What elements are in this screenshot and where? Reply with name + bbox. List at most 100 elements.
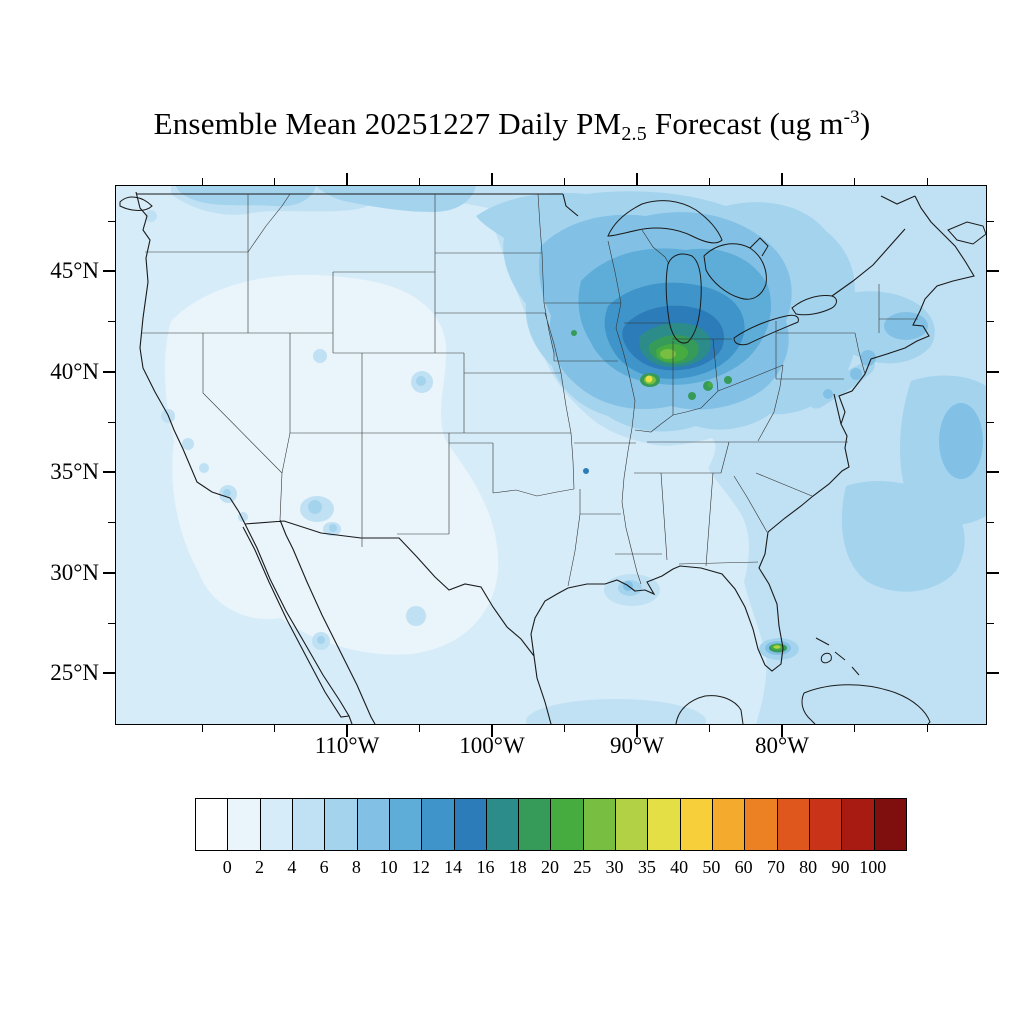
contour-speck-level-20 [707,382,713,388]
lon-minor-tick-top [854,178,855,185]
geo-outlines [119,191,986,724]
lon-minor-tick-top [419,178,420,185]
colorbar-cell [777,799,810,850]
map-plot-area [115,185,987,725]
lon-minor-tick-top [274,178,275,185]
colorbar-cell [325,799,358,850]
lat-axis-label: 35°N [50,459,99,484]
title-prefix: Ensemble Mean 20251227 Daily PM [153,106,622,141]
lon-axis-label: 90°W [610,733,664,758]
lat-tick-right [986,572,999,574]
contour-peak-illinois-yellow [645,375,653,383]
islands-path [119,196,986,724]
colorbar-cell [292,799,326,850]
lon-tick-top [636,173,638,185]
lat-minor-tick-left [108,220,115,222]
colorbar-cell [680,799,713,850]
state-borders-path [142,193,918,587]
lon-minor-tick-bottom [709,724,710,732]
colorbar-cell [713,799,746,850]
lon-minor-tick-bottom [419,724,420,732]
contour-spot-bigbend [406,606,426,626]
colorbar-cell [422,799,455,850]
colorbar-tick-label: 10 [379,857,398,877]
contour-core-level-25 [660,349,676,359]
contour-region-level-6-washington [176,186,316,207]
colorbar-tick-label: 20 [541,857,559,877]
colorbar-tick-label: 6 [319,857,329,877]
lon-tick-bottom [491,724,493,737]
lat-minor-tick-left [108,421,115,423]
contour-spot-philly [850,368,862,380]
colorbar-cell [389,799,423,850]
lat-minor-tick-left [108,622,115,624]
lat-minor-tick-right [986,220,994,222]
title-middle: Forecast (ug m [646,106,844,141]
contour-speck-wisconsin [571,330,577,336]
contour-peak-florida-yellow [773,645,781,649]
lon-axis-label: 80°W [755,733,809,758]
contour-region-level-6-montana [316,186,476,212]
lat-tick-left [103,270,115,272]
colorbar-cell [551,799,584,850]
map-canvas [116,186,986,724]
colorbar-tick-label: 14 [444,857,463,877]
lat-axis-label: 25°N [50,660,99,685]
lon-minor-tick-bottom [854,724,855,732]
lat-tick-left [103,572,115,574]
colorbar-tick-label: 4 [287,857,297,877]
colorbar-cell [809,799,843,850]
colorbar-tick-label: 40 [670,857,689,877]
contour-region-level-8-atlantic [939,403,983,479]
colorbar-tick-label: 0 [222,857,232,877]
colorbar-cell [454,799,487,850]
lon-minor-tick-bottom [201,724,203,732]
lon-tick-top [491,173,493,185]
colorbar-cell [196,799,229,850]
colorbar-tick-label: 60 [734,857,753,877]
lat-axis-label: 40°N [50,359,99,384]
colorbar-tick-label: 50 [702,857,721,877]
lat-minor-tick-right [986,622,994,624]
lat-tick-left [103,371,115,373]
colorbar-tick-label: 30 [605,857,624,877]
colorbar-cell [357,799,390,850]
colorbar-cell [519,799,552,850]
colorbar-cell [648,799,681,850]
lat-minor-tick-right [986,522,994,523]
lon-axis-label: 110°W [314,733,380,758]
great-lakes-path [607,200,837,346]
lon-minor-tick-top [926,178,928,185]
contour-region-level-6-atlantic-se [841,481,965,592]
colorbar-cell [260,799,293,850]
contour-spot-seattle [145,210,157,222]
lat-minor-tick-right [986,421,994,423]
colorbar-tick-label: 2 [255,857,265,877]
colorbar-tick-label: 70 [766,857,785,877]
colorbar-cell [616,799,649,850]
colorbar-tick-label: 35 [637,857,656,877]
lat-tick-left [103,672,115,674]
title-suffix: ) [859,106,871,141]
lon-minor-tick-bottom [926,724,928,732]
contour-speck-illinois-south [688,392,696,400]
lat-axis-label: 45°N [50,258,99,283]
lon-minor-tick-top [201,178,203,185]
lon-minor-tick-top [564,178,565,185]
colorbar-tick-label: 25 [573,857,592,877]
contour-spot-dc [823,389,833,399]
lon-tick-top [781,173,783,185]
lat-tick-right [986,371,999,373]
lon-minor-tick-bottom [564,724,565,732]
lat-tick-right [986,672,999,674]
colorbar-cell [228,799,261,850]
contour-spot-saltlake [313,349,327,363]
colorbar-cell [583,799,617,850]
colorbar-tick-label: 18 [508,857,527,877]
lat-minor-tick-right [986,321,994,322]
lat-minor-tick-left [108,522,115,523]
lon-tick-bottom [636,724,638,737]
lon-tick-bottom [346,724,348,737]
colorbar-cell [874,799,906,850]
